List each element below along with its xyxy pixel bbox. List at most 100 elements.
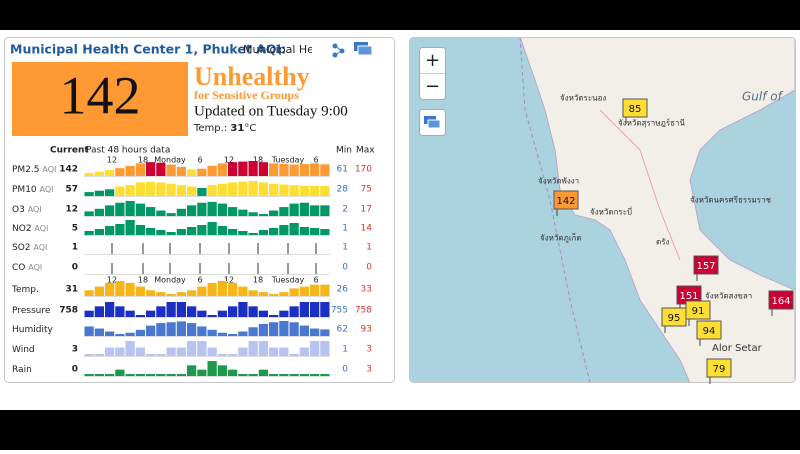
- aqi-marker[interactable]: [553, 190, 579, 210]
- row-name: Pressure: [12, 306, 51, 316]
- row-min: 0: [342, 263, 348, 273]
- history-bar: [146, 290, 156, 296]
- aqi-marker[interactable]: [696, 320, 722, 340]
- layers-icon[interactable]: [354, 42, 373, 56]
- history-bar: [269, 315, 279, 317]
- history-bar: [238, 331, 248, 336]
- time-label: 12: [107, 276, 117, 285]
- row-current: 0: [72, 365, 78, 375]
- map[interactable]: [410, 37, 795, 383]
- history-bar: [105, 347, 115, 356]
- history-bar: [279, 163, 289, 176]
- history-bar: [279, 347, 289, 356]
- history-bar: [187, 306, 197, 317]
- row-name-text: Wind: [12, 345, 35, 355]
- history-bar: [187, 169, 197, 176]
- history-bar: [258, 162, 268, 176]
- zoom-out[interactable]: −: [425, 76, 440, 97]
- time-label: 18: [138, 276, 148, 285]
- history-bar: [207, 347, 217, 356]
- history-bar: [187, 227, 197, 235]
- history-bar: [207, 165, 217, 176]
- aqi-marker[interactable]: [622, 98, 648, 118]
- time-label: Monday: [154, 276, 186, 285]
- history-bar: [279, 374, 289, 376]
- history-bar: [228, 182, 238, 196]
- history-bar: [289, 374, 299, 376]
- history-bar: [248, 374, 258, 376]
- station-title: Municipal Health Center 1, Phuket AQI:: [10, 42, 286, 57]
- history-bar: [310, 341, 320, 356]
- history-bar: [166, 374, 176, 376]
- history-bar: [320, 205, 330, 216]
- history-bar: [187, 341, 197, 356]
- history-bar: [279, 321, 289, 336]
- history-bar: [197, 225, 207, 235]
- history-bar: [105, 302, 115, 317]
- history-bar: [228, 207, 238, 216]
- history-bar: [258, 323, 268, 336]
- history-bar: [238, 302, 248, 317]
- history-bar: [187, 205, 197, 216]
- history-bar: [84, 354, 94, 356]
- row-min: 755: [331, 306, 348, 316]
- history-bar: [269, 210, 279, 216]
- map-label: จังหวัดนครศรีธรรมราช: [690, 196, 772, 205]
- header-history: Past 48 hours data: [86, 146, 170, 156]
- aqi-marker[interactable]: [693, 255, 719, 275]
- history-bar: [197, 369, 207, 376]
- row-name: NO2 AQI: [12, 224, 48, 234]
- map-label: จังหวัดสงขลา: [705, 292, 752, 301]
- history-bar: [197, 202, 207, 216]
- history-bar: [156, 230, 166, 235]
- history-bar: [156, 306, 166, 317]
- time-label: 18: [138, 156, 148, 165]
- share-icon[interactable]: [332, 43, 345, 58]
- row-current: 758: [59, 306, 78, 316]
- aqi-marker[interactable]: [768, 290, 794, 310]
- history-bar: [248, 290, 258, 296]
- history-bar: [258, 341, 268, 356]
- history-bar: [248, 181, 258, 196]
- aqi-marker-label: 142: [556, 196, 575, 207]
- row-max: 3: [366, 345, 372, 355]
- aqi-marker[interactable]: [706, 358, 732, 378]
- history-bar: [176, 374, 186, 376]
- history-bar: [299, 202, 309, 216]
- zoom-in[interactable]: +: [425, 50, 440, 71]
- history-bar: [320, 341, 330, 356]
- history-bar: [228, 369, 238, 376]
- history-bar: [299, 286, 309, 296]
- history-bar: [299, 302, 309, 317]
- history-bar: [105, 282, 115, 296]
- history-bar: [135, 329, 145, 336]
- row-max: 75: [361, 185, 372, 195]
- row-unit: AQI: [28, 205, 42, 214]
- history-bar: [217, 281, 227, 296]
- history-bar: [94, 171, 104, 176]
- history-bar: [146, 228, 156, 235]
- history-bar: [299, 227, 309, 235]
- aqi-marker-label: 157: [696, 261, 715, 272]
- history-bar: [269, 374, 279, 376]
- history-bar: [94, 190, 104, 196]
- history-bar: [156, 182, 166, 196]
- history-bar: [125, 341, 135, 356]
- aqi-marker[interactable]: [685, 300, 711, 320]
- aqi-box: [12, 62, 188, 136]
- history-bar: [279, 225, 289, 235]
- history-bar: [187, 186, 197, 196]
- history-bar: [299, 325, 309, 336]
- history-bar: [197, 286, 207, 296]
- history-bar: [228, 229, 238, 235]
- history-bar: [248, 327, 258, 336]
- history-bar: [197, 168, 207, 176]
- history-bar: [135, 374, 145, 376]
- row-name-text: Humidity: [12, 325, 53, 335]
- history-bar: [105, 374, 115, 376]
- land: [519, 37, 795, 383]
- history-bar: [248, 233, 258, 235]
- history-bar: [248, 306, 258, 317]
- history-bar: [166, 322, 176, 336]
